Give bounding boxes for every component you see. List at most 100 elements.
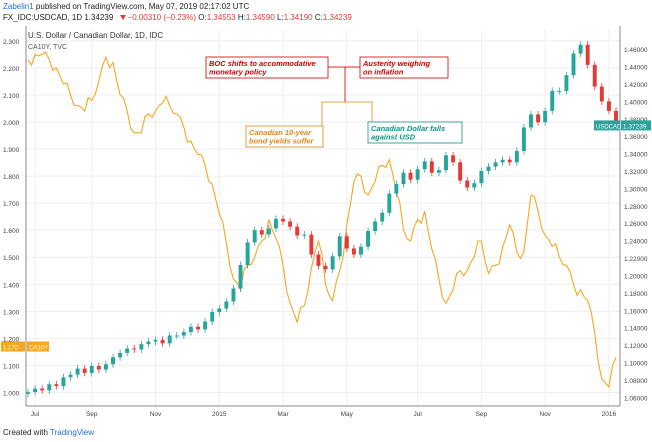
right-tick-label: 1.06000	[624, 395, 648, 402]
split-connector	[321, 101, 373, 126]
right-tick-label: 1.34000	[624, 152, 648, 159]
right-tick-label: 1.46000	[624, 47, 648, 54]
candle-body	[181, 332, 186, 336]
candle-body	[111, 357, 115, 365]
candle-body	[373, 221, 378, 232]
chart-canvas[interactable]: 2.300 2.200 2.100 2.000 1.900 1.800 1.700 1.600…	[0, 26, 652, 424]
candle-body	[47, 384, 52, 391]
ca10y-symbol-text: CA10Y	[29, 345, 48, 351]
usdcad-price-text: 1.37239	[623, 123, 647, 130]
candle-body	[472, 183, 477, 188]
close-label: C:	[314, 13, 323, 22]
candle-body	[153, 339, 158, 342]
bond-annotation-text: Canadian 10-year bond yields suffer	[249, 128, 315, 146]
candle-body	[458, 162, 463, 181]
right-tick-label: 1.24000	[624, 239, 648, 246]
candle-body	[451, 155, 456, 163]
right-tick-label: 1.20000	[624, 273, 648, 280]
right-tick-label: 1.16000	[624, 308, 648, 315]
left-tick-label: 2.000	[3, 120, 20, 127]
right-tick-label: 1.12000	[624, 343, 648, 350]
candle-body	[252, 230, 257, 243]
ohlc-line: FX_IDC:USDCAD, 1D 1.34239 −0.00310 (−0.2…	[3, 13, 352, 22]
candle-body	[444, 155, 448, 171]
usd-annotation-text: Canadian Dollar falls against USD	[371, 124, 445, 142]
candle-body	[571, 53, 576, 76]
candle-body	[486, 166, 491, 171]
boc-annotation-box	[205, 56, 329, 79]
tradingview-brand[interactable]: TradingView	[50, 428, 95, 437]
candle-body	[224, 301, 229, 309]
left-tick-label: 1.100	[3, 363, 20, 370]
candle-body	[351, 248, 356, 255]
x-tick-label: 2016	[602, 411, 617, 418]
left-price-axis[interactable]: 2.300 2.200 2.100 2.000 1.900 1.800 1.700 1.600…	[3, 39, 20, 398]
candle-body	[302, 234, 307, 236]
x-tick-label: May	[341, 411, 354, 418]
candle-body	[599, 86, 604, 102]
candle-body	[82, 368, 87, 373]
candle-body	[217, 308, 222, 312]
annotations: BOC shifts to accommodative monetary poli…	[1, 56, 651, 352]
candle-body	[210, 312, 215, 322]
created-with-text: Created with	[3, 428, 48, 437]
right-tick-label: 1.30000	[624, 186, 648, 193]
candle-body	[529, 114, 533, 128]
x-tick-label: Nov	[150, 411, 162, 418]
usd-annotation-box	[367, 121, 463, 144]
x-tick-label: Sep	[476, 411, 488, 418]
low-label: L:	[277, 13, 284, 22]
bond-yield-series	[27, 51, 617, 389]
candle-body	[33, 388, 38, 393]
candle-body	[160, 339, 165, 344]
change-value: −0.00310 (−0.23%)	[127, 13, 197, 22]
usdcad-price-tag	[621, 120, 651, 131]
candle-body	[614, 110, 618, 126]
candle-body	[401, 172, 406, 185]
chart-subtitle: CA10Y, TVC	[28, 44, 67, 51]
publish-text: published on TradingView.com, May 07, 20…	[35, 2, 250, 11]
right-tick-label: 1.26000	[624, 221, 648, 228]
chart-header: Zabelin1 published on TradingView.com, M…	[0, 0, 652, 26]
candle-body	[521, 127, 526, 151]
candle-body	[118, 352, 123, 358]
usdcad-symbol-tag	[594, 120, 620, 131]
left-tick-label: 2.200	[3, 66, 20, 73]
x-tick-label: 2015	[212, 411, 227, 418]
candle-body	[26, 392, 30, 394]
left-tick-label: 1.600	[3, 228, 20, 235]
candle-body	[465, 180, 470, 188]
candle-body	[273, 218, 278, 229]
author-link[interactable]: Zabelin1	[3, 2, 34, 11]
candle-body	[146, 341, 151, 345]
low-value: 1.34190	[283, 13, 313, 22]
left-tick-label: 2.100	[3, 93, 20, 100]
right-tick-label: 1.42000	[624, 82, 648, 89]
candle-body	[344, 236, 349, 249]
time-axis[interactable]: Jul Sep Nov 2015 Mar May Jul Sep Nov 2016	[31, 411, 617, 418]
candle-body	[606, 101, 611, 111]
candle-body	[309, 234, 314, 255]
candle-body	[543, 110, 548, 123]
candle-body	[61, 377, 66, 386]
candle-body	[422, 161, 427, 170]
candle-body	[96, 365, 101, 370]
x-tick-label: Jul	[413, 411, 422, 418]
ca10y-price-tag	[1, 341, 25, 352]
candle-body	[167, 335, 172, 344]
candle-body	[288, 221, 293, 227]
candle-body	[358, 246, 363, 255]
usdcad-symbol-text: USDCAD	[596, 124, 622, 130]
x-tick-label: Nov	[539, 411, 551, 418]
candle-body	[323, 265, 328, 270]
right-price-axis[interactable]: 1.46000 1.44000 1.42000 1.40000 1.38000 1.360…	[624, 47, 648, 402]
candle-body	[429, 161, 434, 173]
candle-body	[366, 231, 371, 247]
candle-body	[564, 75, 569, 91]
candle-body	[592, 64, 597, 87]
candle-body	[125, 348, 130, 353]
candle-body	[132, 348, 137, 350]
right-tick-label: 1.22000	[624, 256, 648, 263]
right-tick-label: 1.44000	[624, 65, 648, 72]
left-tick-label: 1.000	[3, 390, 20, 397]
